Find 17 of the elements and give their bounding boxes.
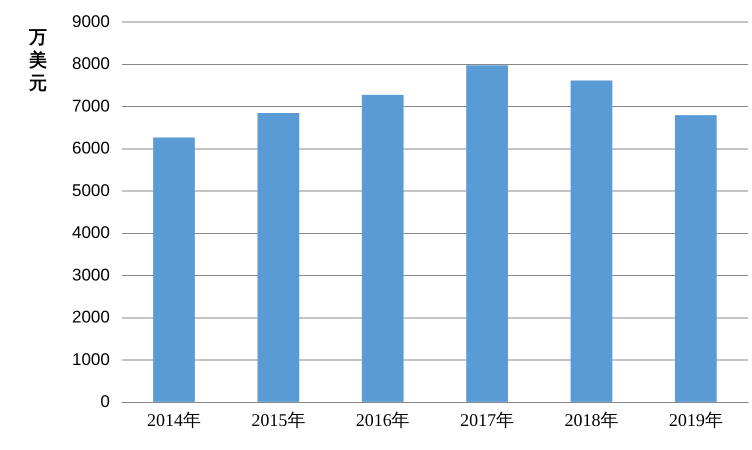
- x-tick-label: 2014年: [147, 410, 201, 430]
- y-tick-label: 8000: [72, 54, 110, 74]
- x-tick-label: 2017年: [460, 410, 514, 430]
- x-tick-label: 2018年: [564, 410, 618, 430]
- y-tick-label: 0: [100, 392, 110, 412]
- x-tick-label: 2015年: [251, 410, 306, 430]
- y-axis-title: 万美元: [29, 26, 48, 95]
- y-tick-label: 4000: [72, 223, 110, 242]
- y-tick-label: 7000: [72, 96, 110, 116]
- x-tick-label: 2016年: [356, 410, 410, 430]
- y-tick-label: 2000: [72, 308, 110, 327]
- x-tick-label: 2019年: [668, 410, 723, 430]
- y-tick-label: 5000: [72, 180, 110, 200]
- y-tick-label: 1000: [72, 350, 110, 369]
- y-tick-label: 9000: [72, 12, 110, 31]
- y-tick-label: 6000: [72, 138, 110, 158]
- y-tick-label: 3000: [72, 265, 110, 284]
